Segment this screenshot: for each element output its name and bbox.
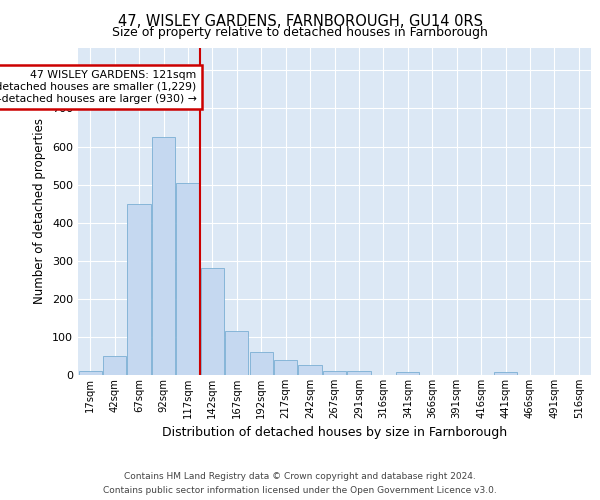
Bar bbox=[323, 371, 346, 375]
Bar bbox=[152, 137, 175, 375]
Y-axis label: Number of detached properties: Number of detached properties bbox=[34, 118, 46, 304]
Bar bbox=[250, 352, 273, 375]
Bar bbox=[298, 366, 322, 375]
Bar bbox=[201, 268, 224, 375]
Text: Contains public sector information licensed under the Open Government Licence v3: Contains public sector information licen… bbox=[103, 486, 497, 495]
Bar bbox=[176, 182, 200, 375]
Bar bbox=[274, 360, 297, 375]
Bar bbox=[79, 371, 102, 375]
Text: Contains HM Land Registry data © Crown copyright and database right 2024.: Contains HM Land Registry data © Crown c… bbox=[124, 472, 476, 481]
Bar bbox=[494, 372, 517, 375]
Bar bbox=[225, 331, 248, 375]
Bar bbox=[347, 371, 371, 375]
X-axis label: Distribution of detached houses by size in Farnborough: Distribution of detached houses by size … bbox=[162, 426, 507, 440]
Text: Size of property relative to detached houses in Farnborough: Size of property relative to detached ho… bbox=[112, 26, 488, 39]
Bar bbox=[127, 204, 151, 375]
Text: 47, WISLEY GARDENS, FARNBOROUGH, GU14 0RS: 47, WISLEY GARDENS, FARNBOROUGH, GU14 0R… bbox=[118, 14, 482, 29]
Bar bbox=[103, 356, 126, 375]
Bar bbox=[396, 372, 419, 375]
Text: 47 WISLEY GARDENS: 121sqm
← 57% of detached houses are smaller (1,229)
43% of se: 47 WISLEY GARDENS: 121sqm ← 57% of detac… bbox=[0, 70, 196, 104]
